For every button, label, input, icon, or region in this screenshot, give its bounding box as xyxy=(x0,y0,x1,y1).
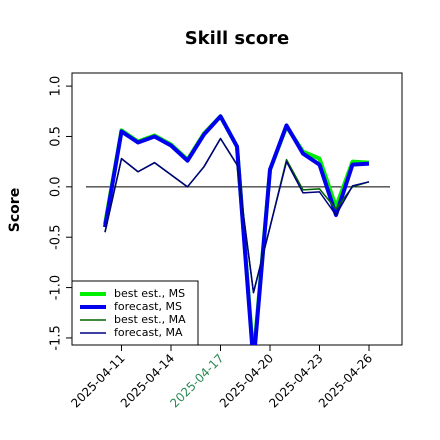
plot-frame xyxy=(71,72,403,346)
y-tick-label: -0.5 xyxy=(49,225,64,250)
series-line xyxy=(104,137,370,294)
y-tick-label: -1.0 xyxy=(49,275,64,300)
series-line xyxy=(103,114,370,345)
legend-box xyxy=(71,280,199,346)
chart-title: Skill score xyxy=(185,28,290,49)
legend-label: forecast, MA xyxy=(114,326,183,339)
y-tick-label: 1.0 xyxy=(49,76,64,97)
legend-label: best est., MS xyxy=(114,287,185,300)
legend-label: best est., MA xyxy=(114,313,186,326)
legend-label: forecast, MS xyxy=(114,300,182,313)
y-axis-label: Score xyxy=(7,188,23,232)
y-tick-label: 0.0 xyxy=(49,176,64,197)
y-tick-label: 0.5 xyxy=(49,126,64,147)
y-tick-label: -1.5 xyxy=(49,325,64,350)
lines xyxy=(86,114,390,345)
x-tick-label: 2025-04-26 xyxy=(316,351,375,410)
